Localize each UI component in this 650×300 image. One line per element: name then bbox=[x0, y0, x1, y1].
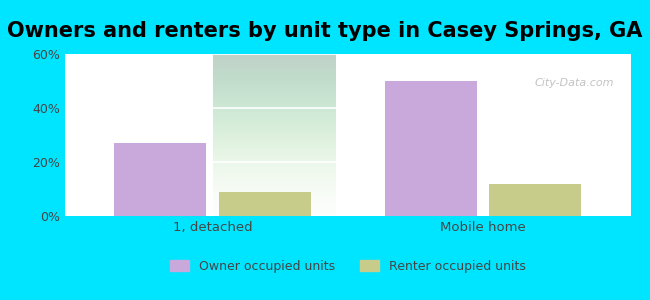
Bar bbox=[114, 143, 206, 216]
Text: Owners and renters by unit type in Casey Springs, GA: Owners and renters by unit type in Casey… bbox=[7, 21, 643, 41]
Bar bbox=[489, 184, 581, 216]
Bar bbox=[385, 81, 477, 216]
Legend: Owner occupied units, Renter occupied units: Owner occupied units, Renter occupied un… bbox=[165, 255, 530, 278]
Text: City-Data.com: City-Data.com bbox=[534, 78, 614, 88]
Bar bbox=[218, 192, 311, 216]
